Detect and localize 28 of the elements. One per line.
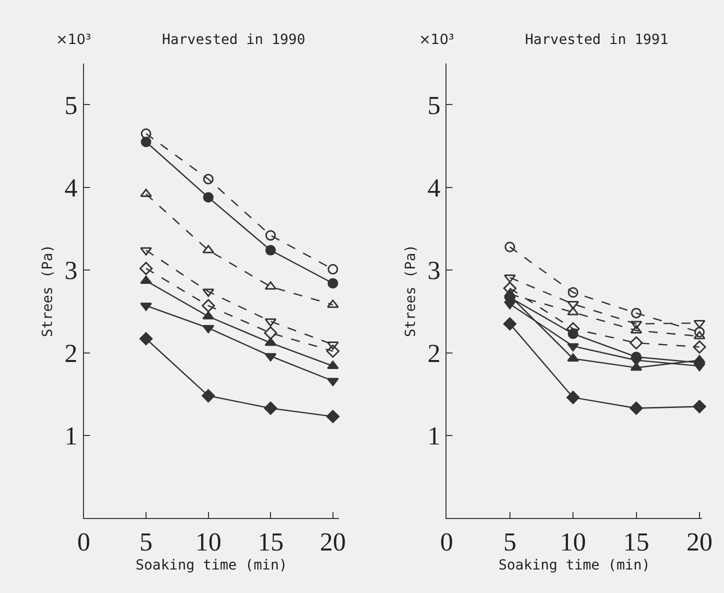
chart-title: Harvested in 1991 — [525, 32, 668, 48]
chart-title: Harvested in 1990 — [162, 32, 306, 48]
text: ×10³ — [419, 32, 454, 48]
x-tick-label: 5 — [140, 527, 153, 556]
y-axis-title: Strees (Pa) — [40, 244, 56, 338]
y-tick-label: 3 — [427, 256, 440, 286]
x-tick-label: 10 — [560, 527, 586, 556]
y-tick-label: 3 — [64, 256, 78, 286]
y-tick-label: 4 — [427, 174, 440, 203]
x-tick-label: 15 — [258, 527, 284, 556]
y-axis-title: Strees (Pa) — [403, 244, 420, 338]
x-axis-title: Soaking time (min) — [136, 558, 288, 574]
y-tick-label: 1 — [427, 422, 440, 451]
y-tick-label: 4 — [64, 174, 78, 203]
x-tick-label: 20 — [686, 527, 712, 556]
x-tick-label: 0 — [440, 527, 454, 556]
x-axis-title: Soaking time (min) — [498, 558, 650, 574]
y-tick-label: 5 — [64, 90, 78, 120]
x-tick-label: 15 — [623, 527, 650, 556]
y-tick-label: 2 — [427, 338, 440, 368]
x-tick-label: 0 — [77, 527, 90, 556]
y-tick-label: 1 — [64, 422, 78, 451]
y-tick-label: 2 — [64, 338, 78, 368]
x-tick-label: 10 — [195, 527, 222, 556]
y-tick-label: 5 — [427, 90, 440, 120]
x-tick-label: 5 — [503, 527, 516, 556]
x-tick-label: 20 — [320, 527, 346, 556]
text: ×10³ — [56, 32, 92, 48]
